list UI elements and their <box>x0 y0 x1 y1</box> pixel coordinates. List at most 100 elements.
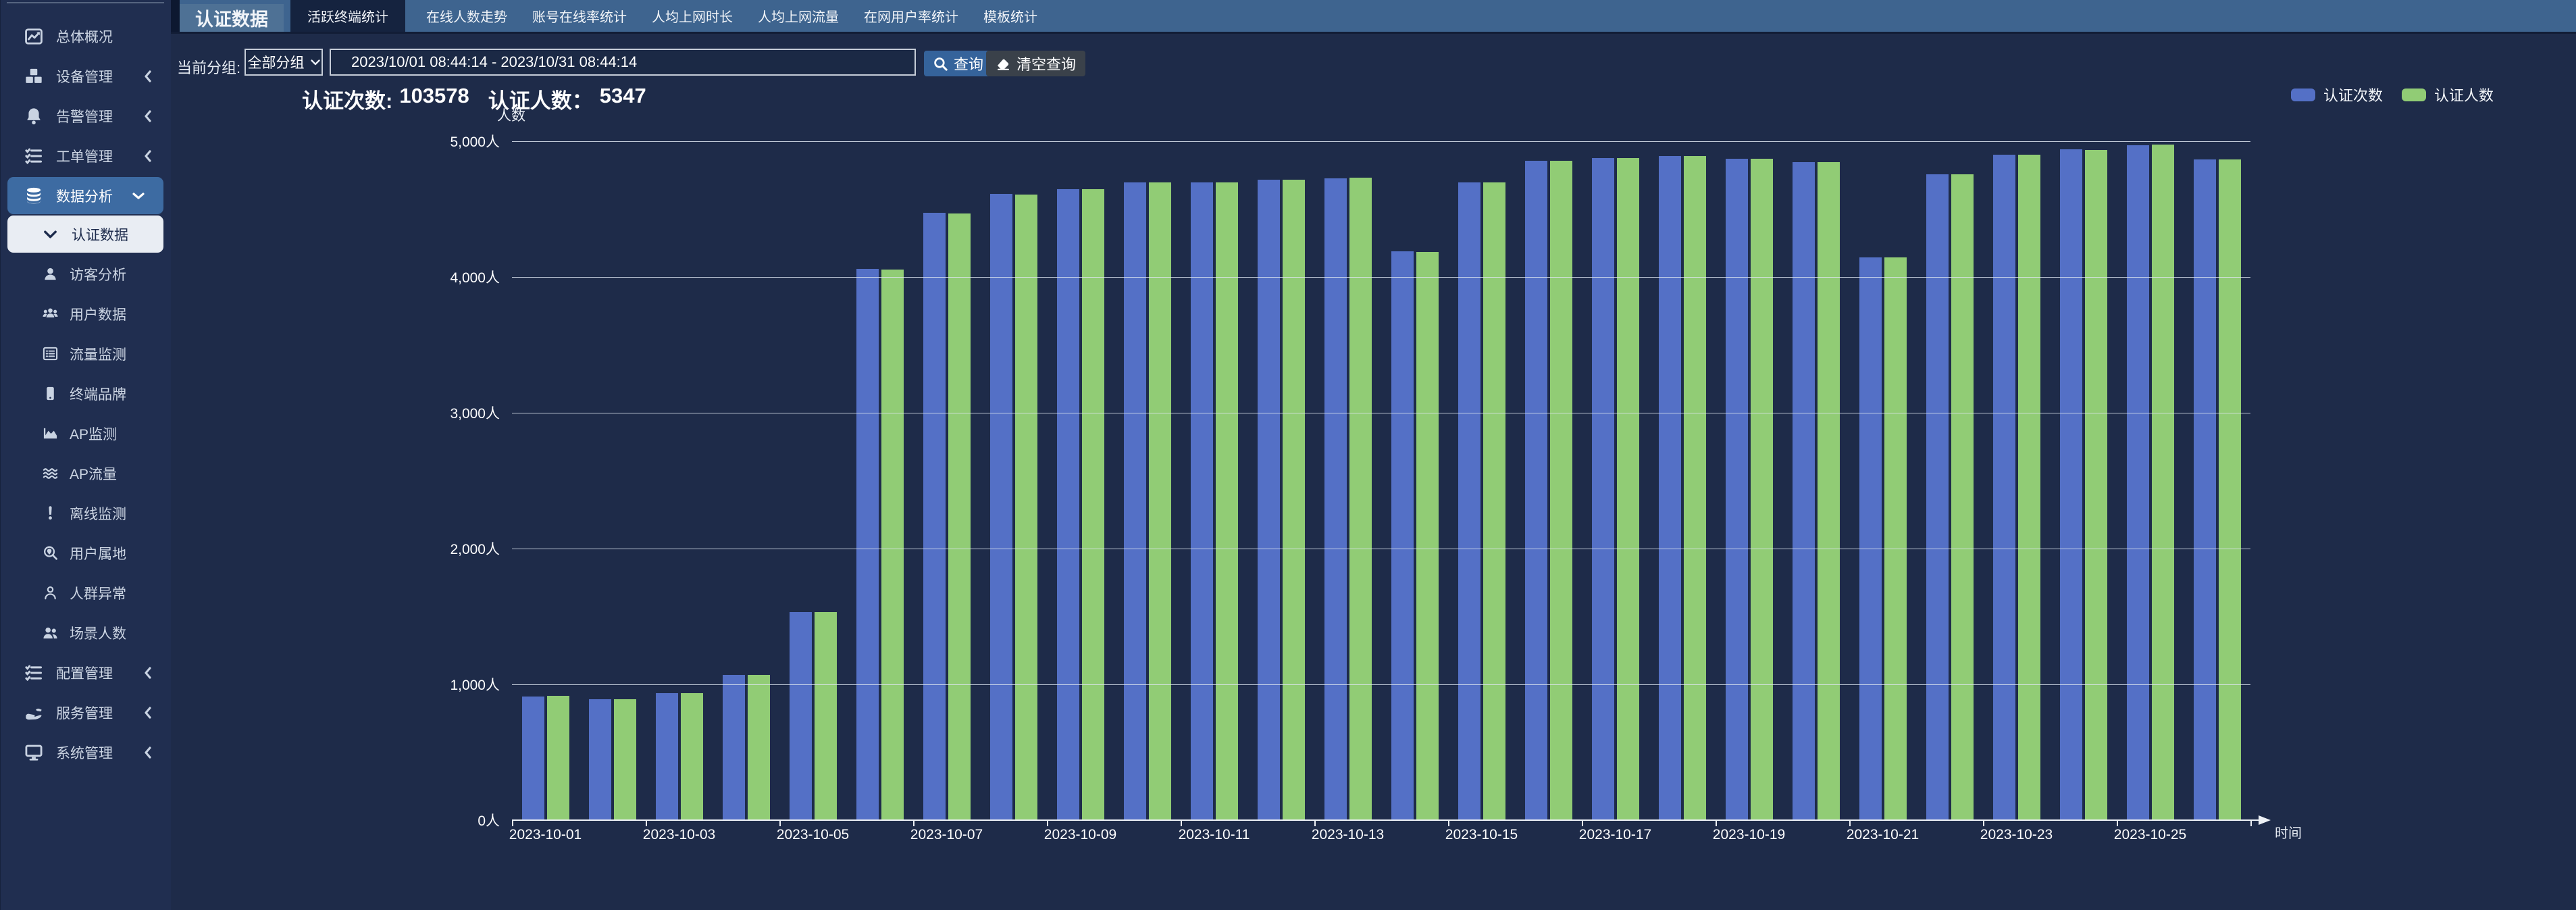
bar-认证人数-2023-10-15[interactable] <box>1483 182 1505 820</box>
sidebar-item-auth-data[interactable]: 认证数据 <box>7 216 163 253</box>
tab-account-online-rate[interactable]: 账号在线率统计 <box>532 10 627 25</box>
bar-认证次数-2023-10-11[interactable] <box>1190 182 1213 820</box>
bar-认证次数-2023-10-10[interactable] <box>1123 182 1146 820</box>
bar-认证次数-2023-10-07[interactable] <box>923 212 946 820</box>
y-tick-label: 1,000人 <box>450 678 500 693</box>
bar-认证人数-2023-10-06[interactable] <box>881 269 904 820</box>
auth-count-label: 认证次数: <box>302 89 393 113</box>
tab-active-terminal-stats[interactable]: 活跃终端统计 <box>290 0 405 32</box>
legend-item-auth-count[interactable]: 认证次数 <box>2291 84 2383 105</box>
bar-认证人数-2023-10-16[interactable] <box>1549 161 1572 820</box>
bar-认证人数-2023-10-23[interactable] <box>2017 155 2040 820</box>
bar-认证次数-2023-10-25[interactable] <box>2126 145 2149 820</box>
bar-group <box>1582 141 1649 820</box>
bar-认证次数-2023-10-24[interactable] <box>2059 149 2082 820</box>
bar-认证次数-2023-10-08[interactable] <box>989 194 1012 820</box>
bar-认证次数-2023-10-14[interactable] <box>1391 251 1414 820</box>
sidebar-item-devices[interactable]: 设备管理 <box>0 56 171 96</box>
auth-count-stat: 认证次数: 103578 <box>302 84 469 114</box>
tab-auth-data[interactable]: 认证数据 <box>180 4 284 32</box>
bar-认证人数-2023-10-10[interactable] <box>1148 182 1171 820</box>
chart-legend: 认证次数 认证人数 <box>2291 84 2494 105</box>
bar-认证人数-2023-10-18[interactable] <box>1683 156 1706 820</box>
bar-认证次数-2023-10-20[interactable] <box>1792 162 1815 820</box>
bar-认证人数-2023-10-21[interactable] <box>1884 257 1907 820</box>
bar-认证次数-2023-10-01[interactable] <box>521 697 544 820</box>
group-select[interactable]: 全部分组 <box>244 49 323 76</box>
sidebar-item-traffic-monitor[interactable]: 流量监测 <box>0 334 171 374</box>
date-range-input[interactable]: 2023/10/01 08:44:14 - 2023/10/31 08:44:1… <box>330 49 916 76</box>
bar-group <box>2184 141 2250 820</box>
sidebar-item-terminal-brand[interactable]: 终端品牌 <box>0 374 171 413</box>
bar-认证次数-2023-10-04[interactable] <box>722 674 745 820</box>
sidebar-item-services[interactable]: 服务管理 <box>0 692 171 732</box>
query-button[interactable]: 查询 <box>924 51 994 76</box>
bar-认证人数-2023-10-09[interactable] <box>1081 189 1104 820</box>
bar-认证人数-2023-10-07[interactable] <box>948 213 971 820</box>
bar-认证人数-2023-10-19[interactable] <box>1750 159 1773 820</box>
sidebar-item-scene-headcount[interactable]: 场景人数 <box>0 613 171 653</box>
bar-认证次数-2023-10-06[interactable] <box>856 268 879 820</box>
bar-认证人数-2023-10-24[interactable] <box>2084 150 2107 820</box>
bar-认证次数-2023-10-02[interactable] <box>588 699 611 820</box>
bar-group <box>1916 141 1983 820</box>
bar-认证次数-2023-10-16[interactable] <box>1524 161 1547 820</box>
clear-query-button[interactable]: 清空查询 <box>986 51 1086 76</box>
sidebar-item-overview[interactable]: 总体概况 <box>0 16 171 56</box>
sidebar-item-visitor-analysis[interactable]: 访客分析 <box>0 254 171 294</box>
bar-认证人数-2023-10-08[interactable] <box>1014 195 1037 820</box>
bar-认证人数-2023-10-14[interactable] <box>1416 251 1439 820</box>
area-chart-icon <box>43 426 58 441</box>
bar-认证次数-2023-10-19[interactable] <box>1725 159 1748 820</box>
bar-认证人数-2023-10-22[interactable] <box>1951 174 1974 820</box>
bar-认证人数-2023-10-25[interactable] <box>2151 145 2174 820</box>
bar-认证次数-2023-10-18[interactable] <box>1658 156 1681 820</box>
bar-认证人数-2023-10-13[interactable] <box>1349 178 1372 820</box>
tab-template-stats[interactable]: 模板统计 <box>983 10 1037 25</box>
sidebar-item-alarms[interactable]: 告警管理 <box>0 96 171 136</box>
bar-认证人数-2023-10-26[interactable] <box>2218 159 2241 820</box>
bar-认证次数-2023-10-17[interactable] <box>1591 158 1614 820</box>
bar-认证次数-2023-10-23[interactable] <box>1992 155 2015 820</box>
bar-认证人数-2023-10-17[interactable] <box>1616 158 1639 820</box>
bar-认证人数-2023-10-12[interactable] <box>1282 180 1305 820</box>
sidebar-item-user-data[interactable]: 用户数据 <box>0 294 171 334</box>
sidebar-item-user-location[interactable]: 用户属地 <box>0 533 171 573</box>
bar-认证人数-2023-10-03[interactable] <box>680 693 703 820</box>
bar-认证人数-2023-10-11[interactable] <box>1215 182 1238 820</box>
bar-认证次数-2023-10-21[interactable] <box>1859 257 1882 820</box>
sidebar-item-ap-monitor[interactable]: AP监测 <box>0 413 171 453</box>
bar-认证次数-2023-10-09[interactable] <box>1056 189 1079 820</box>
bar-认证次数-2023-10-03[interactable] <box>655 693 678 820</box>
tab-avg-online-time[interactable]: 人均上网时长 <box>652 10 733 25</box>
legend-item-auth-users[interactable]: 认证人数 <box>2402 84 2494 105</box>
bar-认证次数-2023-10-22[interactable] <box>1926 174 1949 820</box>
tab-online-users-trend[interactable]: 在线人数走势 <box>426 10 507 25</box>
y-tick-label: 2,000人 <box>450 542 500 557</box>
query-button-label: 查询 <box>954 56 984 73</box>
sidebar-item-config[interactable]: 配置管理 <box>0 653 171 692</box>
bar-认证人数-2023-10-02[interactable] <box>613 699 636 820</box>
clear-query-button-label: 清空查询 <box>1016 56 1077 73</box>
x-tick-mark <box>2117 820 2118 826</box>
sidebar-item-offline-monitor[interactable]: 离线监测 <box>0 493 171 533</box>
bar-认证次数-2023-10-15[interactable] <box>1458 182 1480 820</box>
bar-认证次数-2023-10-13[interactable] <box>1324 178 1347 820</box>
bar-认证次数-2023-10-26[interactable] <box>2193 159 2216 820</box>
sidebar-item-crowd-anomaly[interactable]: 人群异常 <box>0 573 171 613</box>
tab-avg-traffic[interactable]: 人均上网流量 <box>758 10 839 25</box>
user-outline-icon <box>43 585 58 601</box>
bar-认证人数-2023-10-01[interactable] <box>546 696 569 820</box>
bar-认证次数-2023-10-05[interactable] <box>789 612 812 820</box>
sidebar-item-workorders[interactable]: 工单管理 <box>0 136 171 176</box>
bar-group <box>2117 141 2184 820</box>
bar-认证人数-2023-10-20[interactable] <box>1817 162 1840 820</box>
bar-认证人数-2023-10-04[interactable] <box>747 674 770 820</box>
bar-认证次数-2023-10-12[interactable] <box>1257 180 1280 820</box>
auth-users-label: 认证人数： <box>488 89 593 113</box>
sidebar-item-system[interactable]: 系统管理 <box>0 732 171 772</box>
sidebar-item-ap-traffic[interactable]: AP流量 <box>0 453 171 493</box>
sidebar-item-data-analysis[interactable]: 数据分析 <box>7 177 163 214</box>
bar-认证人数-2023-10-05[interactable] <box>814 612 837 820</box>
tab-online-user-rate[interactable]: 在网用户率统计 <box>864 10 958 25</box>
